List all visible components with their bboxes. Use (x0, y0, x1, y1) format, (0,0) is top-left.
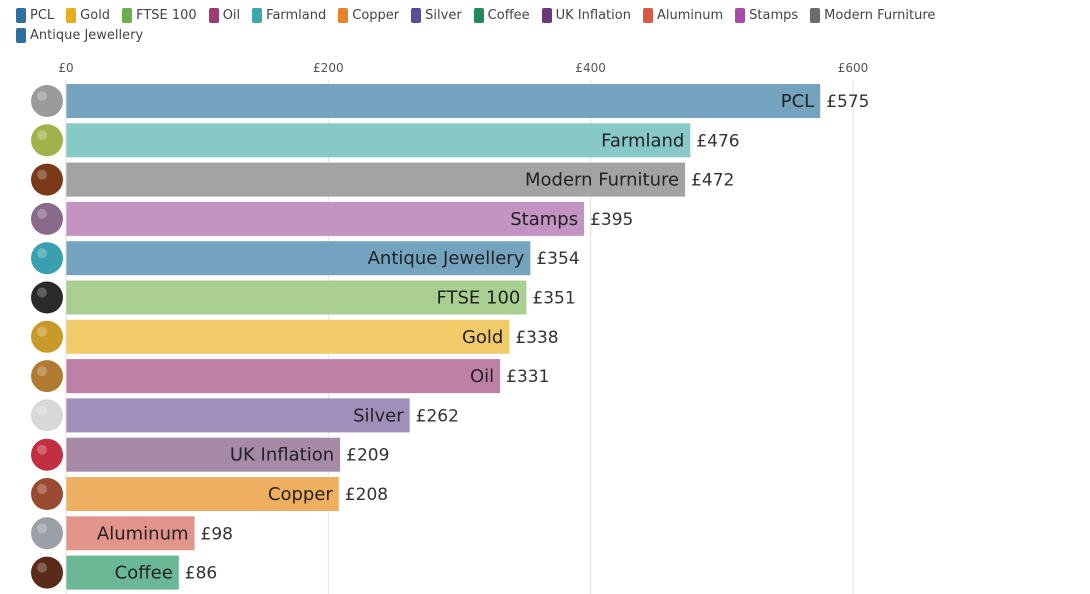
bar-label: Silver (353, 405, 404, 426)
bar[interactable] (66, 123, 691, 158)
legend-item[interactable]: Stamps (735, 6, 798, 24)
house-photo-icon (31, 85, 63, 117)
legend-swatch (541, 7, 552, 23)
value-label: £98 (201, 524, 233, 544)
legend-swatch (338, 7, 349, 23)
legend-item[interactable]: PCL (16, 6, 54, 24)
legend-item[interactable]: Farmland (252, 6, 326, 24)
bar-label: FTSE 100 (436, 288, 520, 309)
jewellery-photo-icon (31, 242, 63, 275)
bar-label: Coffee (115, 563, 173, 584)
x-tick-label: £400 (575, 61, 606, 75)
x-tick-label: £0 (58, 61, 73, 75)
value-label: £86 (185, 564, 217, 584)
oil-photo-icon (31, 360, 63, 393)
legend-swatch (252, 7, 263, 23)
legend-swatch (122, 7, 133, 23)
furniture-photo-icon (31, 163, 63, 196)
x-tick-label: £600 (838, 61, 869, 75)
legend-label: PCL (30, 7, 55, 23)
bar[interactable] (66, 280, 527, 315)
x-tick-label: £200 (313, 61, 344, 75)
legend-item[interactable]: UK Inflation (541, 6, 631, 24)
value-label: £351 (532, 289, 575, 309)
silver-photo-icon (31, 399, 63, 432)
value-label: £476 (696, 131, 739, 151)
bar[interactable] (66, 516, 195, 551)
aluminum-photo-icon (31, 517, 63, 550)
bar[interactable] (66, 555, 179, 590)
legend-label: Oil (222, 7, 241, 23)
bar[interactable] (66, 398, 410, 433)
legend-label: Modern Furniture (824, 7, 936, 23)
legend-swatch (16, 27, 26, 43)
legend-item[interactable]: Coffee (473, 6, 530, 24)
bar-label: Gold (462, 327, 503, 348)
bar[interactable] (66, 319, 510, 354)
bar-label: Copper (268, 484, 334, 505)
legend-item[interactable]: Aluminum (642, 6, 724, 24)
legend-item[interactable]: Copper (338, 6, 399, 24)
legend-label: FTSE 100 (136, 7, 197, 23)
bar[interactable] (66, 359, 501, 394)
legend-swatch (411, 7, 422, 23)
value-label: £338 (515, 328, 558, 348)
gold-photo-icon (31, 320, 63, 353)
coffee-photo-icon (31, 556, 63, 589)
value-label: £395 (590, 210, 633, 230)
value-label: £209 (346, 446, 389, 466)
value-label: £262 (416, 406, 459, 426)
chart-legend: PCL Gold FTSE 100 Oil Farmland Copper Silver Co… (16, 6, 976, 44)
legend-swatch (66, 7, 77, 23)
legend-swatch (642, 7, 653, 23)
bar-label: Oil (470, 366, 494, 387)
bar[interactable] (66, 477, 339, 511)
legend-item[interactable]: Silver (411, 6, 462, 24)
legend-label: Coffee (487, 7, 530, 23)
bar[interactable] (66, 437, 341, 472)
stamp-photo-icon (31, 202, 63, 235)
value-label: £354 (536, 249, 579, 269)
bar-label: Aluminum (97, 523, 189, 544)
legend-label: Gold (80, 7, 111, 23)
bar-label: UK Inflation (230, 445, 334, 466)
legend-label: Farmland (266, 7, 327, 23)
value-label: £331 (506, 367, 549, 387)
bar-label: Modern Furniture (525, 170, 679, 191)
ftse-photo-icon (31, 281, 63, 314)
legend-item[interactable]: Modern Furniture (810, 6, 935, 24)
legend-item[interactable]: Gold (66, 6, 110, 24)
value-label: £575 (826, 92, 869, 112)
legend-label: Antique Jewellery (30, 27, 144, 43)
bar[interactable] (66, 201, 585, 236)
value-label: £208 (345, 485, 388, 505)
legend-label: UK Inflation (555, 7, 631, 23)
legend-item[interactable]: Oil (208, 6, 241, 24)
value-label: £472 (691, 171, 734, 191)
legend-swatch (473, 7, 484, 23)
legend-label: Stamps (749, 7, 799, 23)
legend-label: Copper (352, 7, 400, 23)
bar-label: Antique Jewellery (368, 248, 525, 269)
legend-swatch (208, 7, 219, 23)
bar-label: PCL (781, 91, 814, 112)
bar[interactable] (66, 84, 821, 118)
legend-item[interactable]: Antique Jewellery (16, 26, 143, 44)
farmland-photo-icon (31, 124, 63, 157)
bar-label: Stamps (510, 209, 578, 230)
bar[interactable] (66, 162, 686, 197)
legend-swatch (810, 7, 821, 23)
bar-label: Farmland (601, 130, 684, 151)
legend-label: Aluminum (656, 7, 724, 23)
legend-item[interactable]: FTSE 100 (122, 6, 197, 24)
legend-swatch (735, 7, 746, 23)
copper-photo-icon (31, 478, 63, 510)
bar[interactable] (66, 241, 531, 276)
legend-label: Silver (425, 7, 462, 23)
inflation-chart-photo-icon (31, 438, 63, 471)
legend-swatch (16, 7, 26, 23)
